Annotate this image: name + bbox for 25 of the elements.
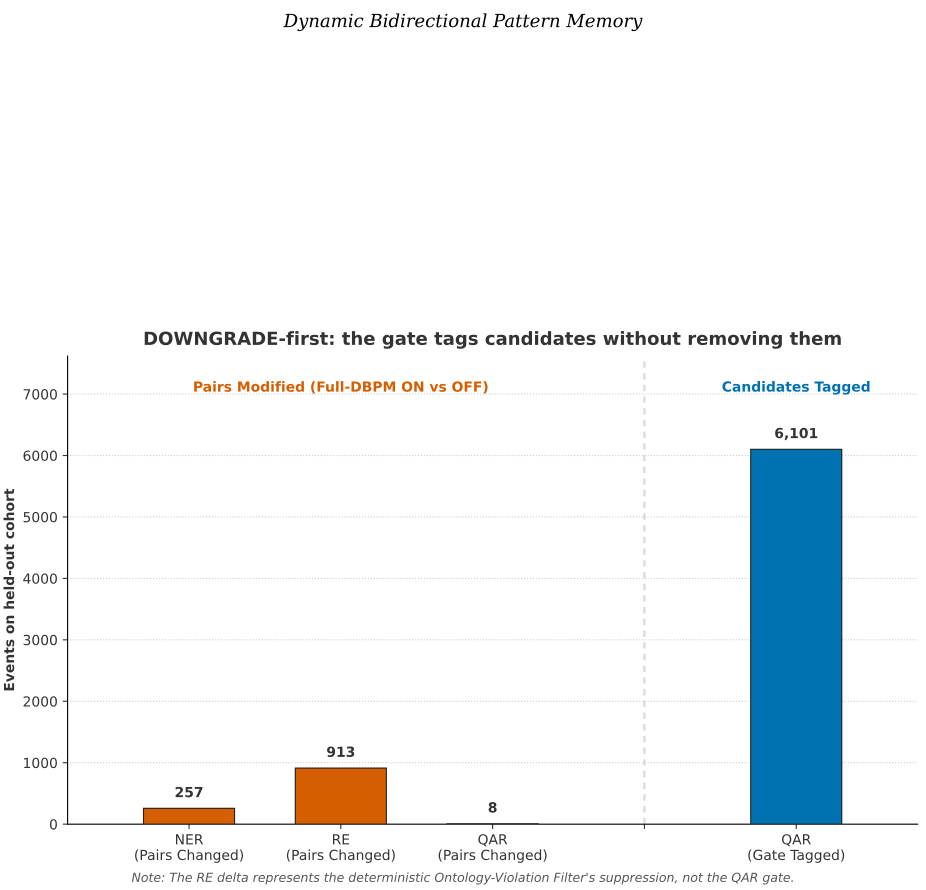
x-tick-label: QAR (Gate Tagged)	[748, 834, 844, 863]
bar	[142, 808, 236, 824]
bar	[294, 767, 387, 824]
y-tick-label: 7000	[24, 389, 57, 400]
text: Note: The RE delta represents the deterministic Ontology-Violation Filter's suppression, not the QAR gate.	[132, 872, 793, 884]
y-tick-label: 4000	[23, 573, 57, 584]
y-tick-label: 0	[50, 819, 57, 830]
data-label: 913	[327, 746, 354, 758]
y-tick-label: 2000	[24, 696, 57, 707]
x-tick-label: RE (Pairs Changed)	[286, 834, 395, 863]
y-axis-title: Events on held-out cohort	[4, 488, 14, 690]
y-tick-label: 6000	[24, 450, 57, 461]
bar	[750, 448, 842, 824]
data-label: 257	[176, 786, 202, 798]
x-tick-label: NER (Pairs Changed)	[135, 834, 243, 863]
data-label: 8	[488, 802, 497, 813]
annotation: Pairs Modified (Full-DBPM ON vs OFF)	[194, 381, 488, 394]
x-tick-label: QAR (Pairs Changed)	[438, 834, 547, 863]
chart-subtitle: DOWNGRADE-first: the gate tags candidates without removing them	[144, 331, 841, 349]
annotation: Candidates Tagged	[722, 381, 870, 395]
data-label: 6,101	[775, 428, 818, 440]
y-tick-label: 1000	[24, 758, 57, 768]
y-tick-label: 3000	[24, 634, 57, 646]
chart-title: Dynamic Bidirectional Pattern Memory	[283, 13, 643, 32]
y-tick-label: 5000	[24, 512, 57, 522]
